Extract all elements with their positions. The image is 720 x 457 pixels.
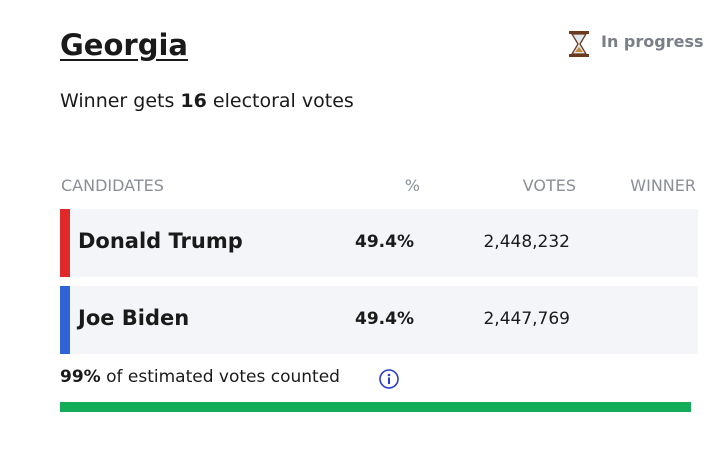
progress-bar [60, 402, 691, 412]
subtitle: Winner gets 16 electoral votes [60, 90, 354, 112]
party-stripe [60, 209, 70, 277]
electoral-votes: 16 [180, 90, 207, 112]
subtitle-text: electoral votes [212, 90, 354, 112]
column-header: % [404, 176, 420, 195]
vote-percent: 49.4% [355, 232, 414, 252]
candidate-name: Donald Trump [78, 229, 243, 253]
vote-percent: 49.4% [355, 309, 414, 329]
candidate-name: Joe Biden [78, 306, 190, 330]
reporting-percent: 99% [60, 367, 101, 387]
subtitle-text: Winner gets [60, 90, 175, 112]
candidate-row: Donald Trump 49.4% 2,448,232 [60, 209, 698, 277]
candidate-row: Joe Biden 49.4% 2,447,769 [60, 286, 698, 354]
column-header: VOTES [522, 176, 576, 195]
status: In progress [601, 32, 704, 51]
vote-count: 2,447,769 [483, 309, 570, 329]
party-stripe [60, 286, 70, 354]
footer: 99% of estimated votes counted [60, 367, 340, 387]
column-header: WINNER [630, 176, 696, 195]
column-header: CANDIDATES [61, 176, 164, 195]
hourglass-icon [569, 31, 589, 57]
footer-text: of estimated votes counted [106, 367, 340, 387]
state-title[interactable]: Georgia [60, 28, 188, 62]
vote-count: 2,448,232 [483, 232, 570, 252]
info-icon[interactable] [378, 368, 400, 390]
